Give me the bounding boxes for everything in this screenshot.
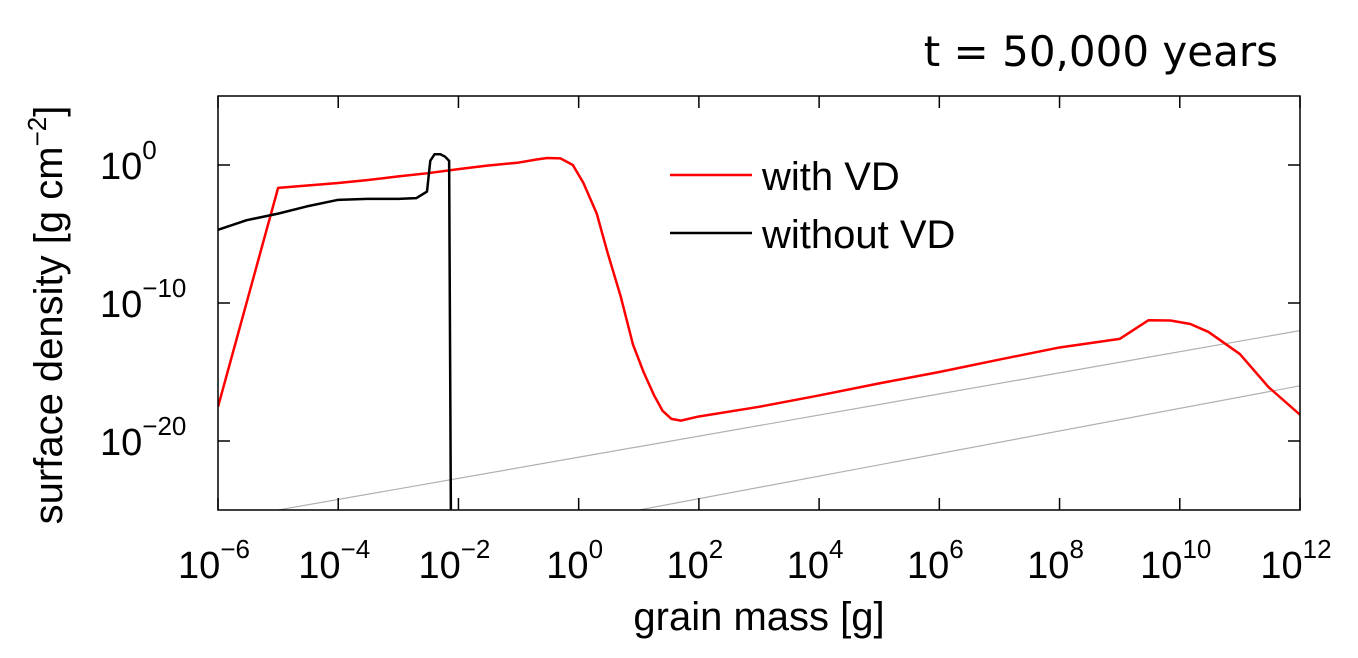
y-tick-labels: 100 10−10 10−20 bbox=[100, 135, 186, 464]
x-axis-title: grain mass [g] bbox=[633, 595, 884, 639]
x-tick-label: 1010 bbox=[1140, 534, 1211, 587]
x-tick-label: 102 bbox=[667, 534, 724, 587]
y-tick-label: 100 bbox=[100, 135, 157, 188]
x-tick-label: 10−6 bbox=[178, 534, 250, 587]
reference-lines bbox=[278, 330, 1300, 510]
legend-label-with-vd: with VD bbox=[761, 155, 900, 199]
series-line-without-vd bbox=[218, 153, 453, 510]
x-tick-label: 106 bbox=[907, 534, 964, 587]
ticks bbox=[217, 96, 1301, 510]
reference-line-2 bbox=[638, 385, 1300, 510]
legend-label-without-vd: without VD bbox=[761, 213, 955, 257]
time-annotation: t = 50,000 years bbox=[924, 27, 1278, 76]
x-tick-label: 104 bbox=[787, 534, 844, 587]
y-axis-title-exponent: −2 bbox=[22, 117, 52, 147]
x-tick-label: 1012 bbox=[1260, 534, 1331, 587]
y-tick-label: 10−20 bbox=[100, 411, 186, 464]
y-axis-title: surface density [g cm−2] bbox=[22, 106, 71, 525]
x-tick-label: 108 bbox=[1027, 534, 1084, 587]
legend: with VD without VD bbox=[670, 155, 955, 257]
y-tick-label: 10−10 bbox=[100, 273, 186, 326]
series-lines bbox=[218, 153, 1300, 510]
x-tick-labels: 10−6 10−4 10−2 100 102 104 106 108 1010 1012 bbox=[178, 534, 1332, 587]
plot-frame bbox=[217, 95, 1301, 511]
reference-line-1 bbox=[278, 330, 1300, 510]
y-axis-title-main: surface density [g cm bbox=[27, 146, 71, 524]
series-line-with-vd bbox=[218, 156, 1300, 422]
y-axis-title-close: ] bbox=[27, 106, 71, 117]
x-tick-label: 100 bbox=[546, 534, 603, 587]
x-tick-label: 10−4 bbox=[298, 534, 370, 587]
x-tick-label: 10−2 bbox=[418, 534, 490, 587]
